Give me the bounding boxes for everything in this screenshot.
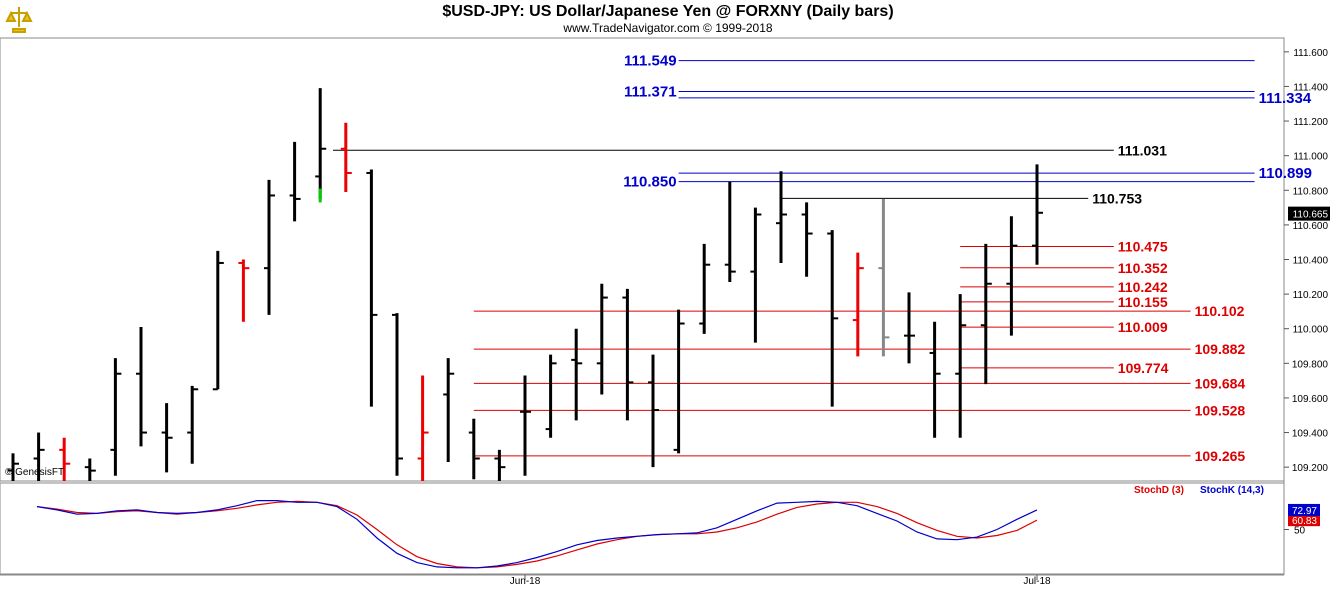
level-label: 109.774 [1118, 360, 1169, 376]
axis-layer: 111.600 111.400 111.200 111.000 110.800 110.6… [1284, 48, 1330, 474]
y-tick-label: 111.400 [1293, 82, 1328, 93]
last-price-tag [1288, 206, 1330, 221]
y-tick-label: 110.600 [1293, 221, 1329, 232]
ohlc-bar [161, 403, 173, 473]
ohlc-bar [801, 202, 813, 277]
y-tick-label: 110.200 [1293, 290, 1329, 301]
legend-stochk: StochK (14,3) [1200, 485, 1264, 496]
ohlc-bar [648, 354, 659, 468]
y-tick-label: 111.600 [1293, 48, 1328, 59]
stochastic-value-label: 60.83 [1292, 516, 1317, 527]
stochastic-value-tag [1288, 514, 1320, 527]
ohlc-bar [84, 458, 96, 481]
data-credit: © GenesisFT [5, 467, 65, 478]
level-label: 110.352 [1118, 260, 1168, 276]
ohlc-bar [622, 288, 634, 421]
ohlc-bar [238, 259, 250, 322]
ohlc-bar [366, 169, 378, 407]
level-label: 110.242 [1118, 279, 1168, 295]
stochastic-value-tag [1288, 503, 1320, 516]
ohlc-bar [340, 122, 352, 193]
ohlc-bar [494, 449, 506, 481]
stochastic-panel-frame [0, 482, 1285, 575]
ohlc-bar [955, 294, 967, 438]
ohlc-bar [750, 207, 762, 343]
ohlc-bar [110, 358, 122, 476]
level-label: 110.753 [1092, 190, 1142, 206]
ohlc-bar [1032, 164, 1043, 265]
ohlc-bar [417, 375, 429, 481]
ohlc-bar [724, 181, 736, 282]
chart-title: $USD-JPY: US Dollar/Japanese Yen @ FORXN… [442, 3, 894, 20]
level-label: 109.528 [1195, 402, 1246, 418]
level-label: 109.882 [1195, 341, 1246, 357]
trade-navigator-logo [3, 3, 35, 35]
bars-layer [8, 88, 1043, 481]
ohlc-bar [980, 243, 992, 385]
level-label: 111.031 [1118, 142, 1167, 158]
y-tick-label: 109.200 [1292, 463, 1329, 474]
level-label: 110.009 [1118, 319, 1168, 335]
ohlc-bar [596, 283, 608, 395]
level-label: 109.684 [1195, 375, 1246, 391]
ohlc-bar [699, 243, 711, 334]
legend-stochd: StochD (3) [1134, 485, 1184, 496]
ohlc-bar [468, 418, 480, 480]
ohlc-bar [827, 230, 839, 407]
last-price-label: 110.665 [1293, 210, 1329, 221]
y-tick-label: 111.000 [1293, 152, 1328, 163]
ohlc-bar [33, 432, 45, 481]
ohlc-bar [392, 313, 403, 476]
ohlc-bar [315, 88, 327, 199]
y-tick-label: 110.000 [1293, 325, 1329, 336]
y-tick-label: 111.200 [1293, 117, 1328, 128]
y-tick-label: 110.800 [1293, 186, 1329, 197]
level-label: 110.850 [623, 174, 676, 191]
stochastic-y-tick-label: 50 [1294, 526, 1306, 537]
ohlc-bar [929, 321, 941, 438]
ohlc-bar [264, 179, 275, 315]
ohlc-bar [212, 250, 224, 391]
y-tick-label: 110.400 [1293, 256, 1329, 267]
level-label: 110.102 [1195, 303, 1245, 319]
ohlc-bar [545, 354, 557, 438]
ohlc-bar [520, 375, 531, 476]
ohlc-bar [443, 358, 455, 462]
level-label: 111.334 [1259, 90, 1312, 107]
ohlc-bar [852, 252, 864, 357]
ohlc-bar [59, 437, 71, 481]
ohlc-bar [673, 309, 685, 454]
ohlc-bar [878, 198, 890, 357]
ohlc-bar [8, 453, 19, 481]
y-tick-label: 109.800 [1292, 359, 1329, 370]
chart-header: $USD-JPY: US Dollar/Japanese Yen @ FORXN… [0, 0, 1336, 38]
level-label: 110.475 [1118, 239, 1168, 255]
ohlc-bar [904, 292, 915, 364]
y-tick-label: 109.600 [1292, 394, 1329, 405]
level-label: 109.265 [1195, 448, 1246, 464]
x-label-layer: Jun-18 Jul-18 [510, 575, 1051, 587]
ohlc-bar [571, 328, 583, 421]
level-label: 111.549 [624, 53, 677, 70]
x-tick-label: Jul-18 [1023, 576, 1051, 587]
level-label: 110.899 [1259, 165, 1312, 182]
price-panel-frame [0, 37, 1285, 482]
copyright-text: www.TradeNavigator.com © 1999-2018 [563, 21, 773, 35]
stochastic-value-label: 72.97 [1292, 506, 1317, 517]
x-tick-label: Jun-18 [510, 576, 541, 587]
ohlc-bar [289, 141, 301, 222]
ohlc-bar [1006, 216, 1018, 336]
ohlc-bar [187, 385, 199, 464]
stochastic-line [36, 500, 1038, 569]
level-label: 111.371 [624, 83, 677, 100]
ohlc-bar [136, 326, 147, 447]
level-label: 110.155 [1118, 294, 1168, 310]
y-tick-label: 109.400 [1292, 429, 1329, 440]
ohlc-bar [776, 171, 787, 263]
